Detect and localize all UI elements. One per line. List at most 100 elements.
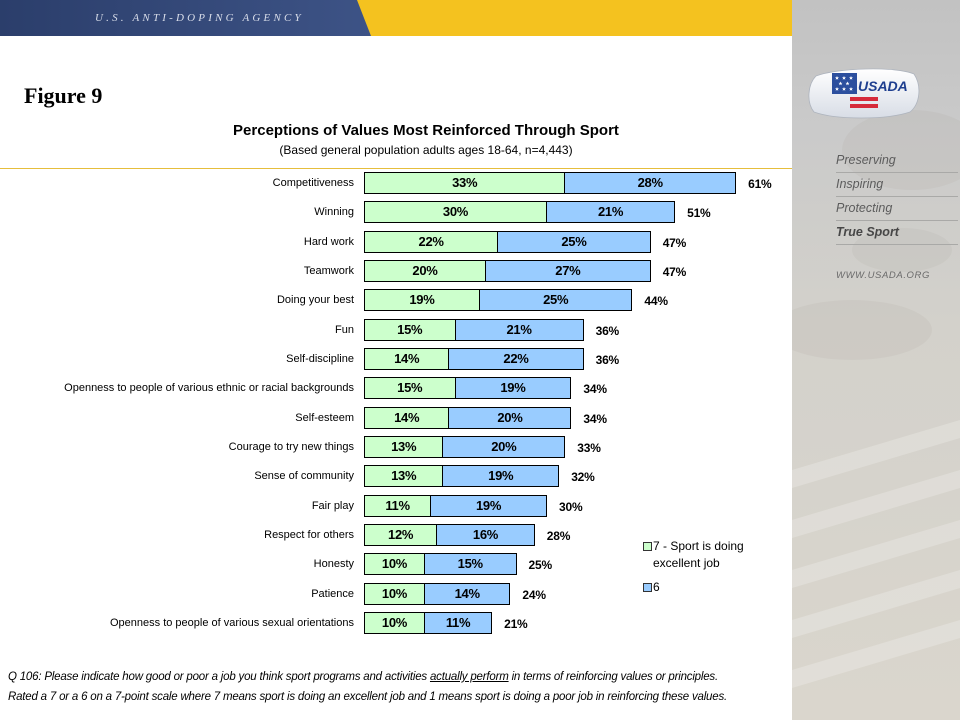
value-number: 20 xyxy=(497,409,512,425)
chart-title: Perceptions of Values Most Reinforced Th… xyxy=(233,122,619,139)
bar-segment-rating-7: 14% xyxy=(364,406,450,429)
total-value-label: 34% xyxy=(583,411,607,426)
total-value-label: 36% xyxy=(595,323,620,338)
value-number: 22 xyxy=(503,350,518,366)
total-value-label: 21% xyxy=(504,616,528,631)
category-label: Winning xyxy=(314,206,354,219)
tagline-preserving: Preserving xyxy=(836,149,958,173)
bar-segment-rating-7: 30% xyxy=(364,201,547,224)
title-divider-line xyxy=(0,168,792,169)
bar-value-label: 33% xyxy=(452,176,477,190)
usada-logo: USADA xyxy=(806,66,922,120)
bar-value-label: 25% xyxy=(543,293,568,307)
value-unit: % xyxy=(511,409,523,425)
chart-legend: 7 - Sport is doing excellent job 6 xyxy=(641,538,771,598)
value-number: 27 xyxy=(555,262,570,278)
bar-segment-rating-6: 25% xyxy=(497,230,651,253)
value-number: 36 xyxy=(595,352,609,367)
value-unit: % xyxy=(486,526,499,542)
value-unit: % xyxy=(556,292,569,308)
total-value-label: 47% xyxy=(663,265,687,279)
legend-label-rating-7: 7 - Sport is doing excellent job xyxy=(653,539,744,570)
value-number: 21 xyxy=(597,204,612,220)
category-label: Teamwork xyxy=(303,264,354,277)
bar-segment-rating-7: 19% xyxy=(364,289,480,312)
bar-segment-rating-6: 20% xyxy=(448,406,572,429)
value-number: 11 xyxy=(445,614,459,630)
figure-label: Figure 9 xyxy=(24,83,103,108)
value-unit: % xyxy=(404,438,417,454)
value-number: 33 xyxy=(452,175,466,190)
value-unit: % xyxy=(505,438,517,454)
bar-value-label: 19% xyxy=(409,293,434,307)
bar-value-label: 19% xyxy=(500,381,525,395)
value-unit: % xyxy=(489,497,502,513)
tagline-protecting: Protecting xyxy=(836,197,958,221)
flag-stripe xyxy=(850,97,878,101)
bar-value-label: 16% xyxy=(473,526,499,542)
bar-segment-rating-7: 10% xyxy=(364,582,425,605)
bar-segment-rating-7: 12% xyxy=(364,523,438,546)
bar-value-label: 21% xyxy=(506,321,532,337)
value-number: 15 xyxy=(457,556,472,572)
value-unit: % xyxy=(596,382,607,397)
legend-label-rating-6: 6 xyxy=(653,580,660,594)
bar-segment-rating-6: 21% xyxy=(454,318,584,341)
value-number: 28 xyxy=(546,528,560,543)
total-value-label: 36% xyxy=(595,352,620,367)
category-label: Patience xyxy=(311,587,354,600)
value-unit: % xyxy=(423,292,435,308)
value-number: 14 xyxy=(394,350,408,366)
category-label: Openness to people of various ethnic or … xyxy=(64,382,354,395)
total-value-label: 32% xyxy=(571,470,595,485)
bar-segment-rating-6: 19% xyxy=(442,465,560,488)
bar-value-label: 15% xyxy=(397,322,422,337)
value-number: 28 xyxy=(637,175,652,190)
bar-segment-rating-7: 10% xyxy=(364,611,425,634)
value-unit: % xyxy=(584,470,595,485)
category-label: Respect for others xyxy=(264,528,354,541)
value-number: 21 xyxy=(504,616,518,631)
value-unit: % xyxy=(408,409,420,425)
value-unit: % xyxy=(535,587,546,602)
bar-value-label: 14% xyxy=(394,350,419,366)
value-number: 20 xyxy=(412,262,427,278)
value-unit: % xyxy=(395,585,408,601)
value-number: 11 xyxy=(385,497,399,513)
chart-subtitle: (Based general population adults ages 18… xyxy=(279,143,573,157)
value-unit: % xyxy=(401,526,414,542)
footnote-question-end: in terms of reinforcing values or princi… xyxy=(508,671,719,683)
bar-segment-rating-7: 15% xyxy=(364,377,456,400)
bar-segment-rating-6: 19% xyxy=(430,494,547,517)
value-number: 36 xyxy=(595,323,609,338)
value-unit: % xyxy=(398,497,410,513)
category-label: Openness to people of various sexual ori… xyxy=(110,616,354,629)
footnote-question-emphasis: actually perform xyxy=(429,671,509,683)
value-unit: % xyxy=(458,614,471,630)
total-value-label: 34% xyxy=(583,382,607,397)
bar-segment-rating-7: 10% xyxy=(364,553,425,576)
value-number: 21 xyxy=(506,321,521,337)
tagline-list: Preserving Inspiring Protecting True Spo… xyxy=(836,149,958,245)
bar-value-label: 10% xyxy=(382,557,407,571)
total-value-label: 61% xyxy=(748,177,772,191)
value-number: 10 xyxy=(381,614,396,630)
bar-value-label: 15% xyxy=(458,557,483,571)
value-number: 25 xyxy=(528,558,542,573)
bar-value-label: 20% xyxy=(491,438,517,454)
sidebar: USADA Preserving Inspiring Protecting Tr… xyxy=(792,0,960,720)
value-number: 10 xyxy=(381,585,396,601)
bar-segment-rating-6: 25% xyxy=(478,289,633,312)
value-number: 33 xyxy=(577,440,591,455)
category-label: Courage to try new things xyxy=(228,440,354,453)
bar-segment-rating-7: 13% xyxy=(364,435,444,458)
total-value-label: 33% xyxy=(577,440,601,455)
value-unit: % xyxy=(596,411,607,426)
value-unit: % xyxy=(611,204,624,220)
bar-segment-rating-6: 15% xyxy=(424,553,517,576)
website-url: WWW.USADA.ORG xyxy=(836,270,930,281)
category-label: Honesty xyxy=(313,558,354,571)
bar-segment-rating-6: 20% xyxy=(442,435,566,458)
value-unit: % xyxy=(520,321,532,337)
